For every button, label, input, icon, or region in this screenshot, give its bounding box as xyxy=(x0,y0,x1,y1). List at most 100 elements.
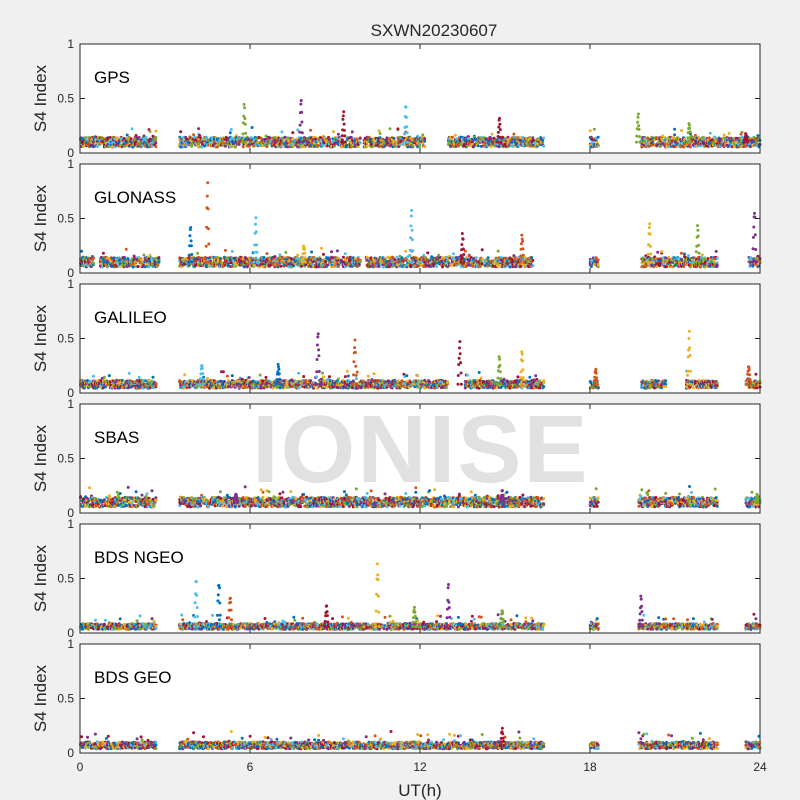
data-point xyxy=(154,138,158,142)
spike-point xyxy=(342,122,346,126)
data-point xyxy=(456,144,460,148)
data-point xyxy=(515,142,519,146)
spike-point xyxy=(406,140,409,144)
data-point xyxy=(588,129,592,133)
spike-point xyxy=(697,251,701,255)
data-point xyxy=(358,141,362,145)
y-axis-label: S4 Index xyxy=(31,184,50,252)
data-point xyxy=(322,252,325,256)
data-point xyxy=(250,126,254,129)
spike-point xyxy=(751,260,755,264)
spike-point xyxy=(410,208,414,212)
data-point xyxy=(715,256,719,260)
spike-point xyxy=(402,140,406,144)
spike-point xyxy=(686,136,690,140)
data-point xyxy=(92,261,95,265)
spike-point xyxy=(206,181,210,185)
data-point xyxy=(229,128,233,131)
data-point xyxy=(451,252,455,256)
data-point xyxy=(230,249,234,253)
spike-point xyxy=(646,252,650,256)
spike-point xyxy=(635,134,639,138)
spike-point xyxy=(496,140,500,144)
data-point xyxy=(423,137,427,141)
data-point xyxy=(377,129,381,133)
data-point xyxy=(392,136,396,140)
data-point xyxy=(151,134,155,138)
data-point xyxy=(595,140,599,144)
data-point xyxy=(650,143,654,147)
spike-point xyxy=(343,140,347,144)
data-point xyxy=(92,374,95,378)
data-point xyxy=(200,145,204,149)
data-point xyxy=(341,255,345,259)
data-point xyxy=(280,130,284,134)
spike-point xyxy=(244,131,248,135)
spike-point xyxy=(303,251,307,255)
spike-point xyxy=(255,250,259,254)
data-point xyxy=(453,133,457,137)
spike-point xyxy=(254,230,258,234)
data-point xyxy=(673,127,677,131)
data-point xyxy=(222,141,226,145)
data-point xyxy=(233,145,237,149)
data-point xyxy=(335,249,339,253)
data-point xyxy=(291,131,295,135)
data-point xyxy=(387,137,391,141)
data-point xyxy=(673,133,677,137)
data-point xyxy=(124,247,128,251)
data-point xyxy=(596,263,600,267)
spike-point xyxy=(686,140,689,144)
spike-point xyxy=(461,237,465,241)
data-point xyxy=(489,145,493,149)
data-point xyxy=(102,375,106,379)
spike-point xyxy=(521,239,525,243)
data-point xyxy=(715,263,719,267)
data-point xyxy=(687,254,690,257)
data-point xyxy=(751,264,755,268)
spike-point xyxy=(688,130,692,134)
spike-point xyxy=(496,130,500,134)
spike-point xyxy=(187,260,191,264)
spike-point xyxy=(342,128,346,132)
data-point xyxy=(148,386,152,390)
data-point xyxy=(110,145,114,149)
data-point xyxy=(460,139,464,143)
data-point xyxy=(296,128,300,132)
spike-point xyxy=(298,130,302,134)
data-point xyxy=(148,129,152,133)
data-point xyxy=(732,145,736,149)
data-point xyxy=(120,145,124,149)
data-point xyxy=(107,374,111,378)
spike-point xyxy=(243,122,247,126)
data-point xyxy=(265,252,269,256)
data-point xyxy=(157,260,161,264)
data-point xyxy=(264,134,268,138)
spike-point xyxy=(462,253,466,256)
spike-point xyxy=(207,242,211,246)
data-point xyxy=(391,145,395,149)
data-point xyxy=(192,133,196,137)
data-point xyxy=(531,258,535,262)
data-point xyxy=(424,256,428,260)
spike-point xyxy=(342,110,346,114)
data-point xyxy=(656,250,660,254)
data-point xyxy=(423,139,427,143)
data-point xyxy=(291,136,295,140)
spike-point xyxy=(646,260,650,264)
data-point xyxy=(336,132,340,136)
data-point xyxy=(331,130,335,134)
data-point xyxy=(205,135,208,139)
data-point xyxy=(350,130,354,134)
data-point xyxy=(542,144,546,148)
data-point xyxy=(523,264,527,268)
data-point xyxy=(309,128,313,132)
data-point xyxy=(179,130,183,134)
data-point xyxy=(508,265,512,269)
data-point xyxy=(154,145,158,149)
data-point xyxy=(531,136,535,140)
spike-point xyxy=(297,140,301,144)
spike-point xyxy=(498,122,502,126)
